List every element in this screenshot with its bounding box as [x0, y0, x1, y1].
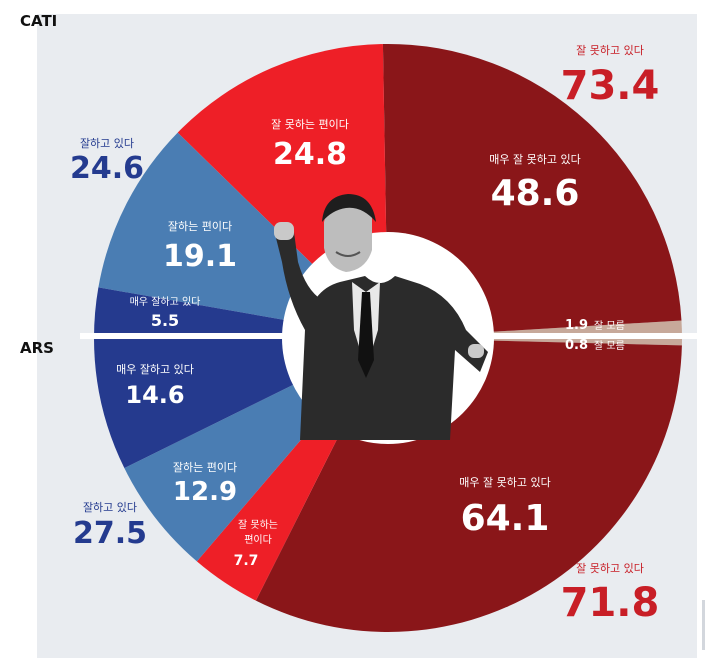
ars-very-good-label: 매우 잘하고 있다	[116, 362, 194, 376]
cati-somewhat-good-label: 잘하는 편이다	[168, 219, 232, 233]
cati-very-bad-value: 48.6	[491, 173, 580, 214]
cati-very-good-label: 매우 잘하고 있다	[130, 295, 201, 308]
ars-total-bad-label: 잘 못하고 있다	[576, 561, 644, 575]
ars-total-good-value: 27.5	[73, 516, 147, 551]
ars-somewhat-bad-label-2: 편이다	[244, 534, 272, 546]
ars-somewhat-bad-label-1: 잘 못하는	[238, 518, 278, 531]
cati-total-good-value: 24.6	[70, 151, 144, 186]
cati-very-good-value: 5.5	[151, 311, 179, 330]
cati-unknown-label: 잘 모름	[594, 320, 625, 332]
cati-total-bad-label: 잘 못하고 있다	[576, 43, 644, 57]
ars-somewhat-bad-value: 7.7	[234, 553, 259, 569]
ars-somewhat-good-label: 잘하는 편이다	[173, 460, 237, 474]
ars-very-bad-value: 64.1	[461, 498, 550, 539]
ars-unknown-label: 잘 모름	[594, 340, 625, 352]
cati-label: CATI	[20, 12, 57, 30]
ars-very-good-value: 14.6	[125, 381, 184, 409]
cati-total-good-label: 잘하고 있다	[80, 136, 134, 150]
cati-very-bad-label: 매우 잘 못하고 있다	[489, 152, 580, 166]
cati-unknown-value: 1.9	[565, 318, 588, 333]
cati-total-bad-value: 73.4	[561, 63, 660, 109]
credit-mark	[702, 600, 705, 650]
cati-somewhat-bad-value: 24.8	[273, 137, 347, 172]
ars-unknown-value: 0.8	[565, 338, 588, 353]
cati-somewhat-good-value: 19.1	[163, 239, 237, 274]
ars-total-good-label: 잘하고 있다	[83, 500, 137, 514]
ars-very-bad-label: 매우 잘 못하고 있다	[459, 475, 550, 489]
ars-total-bad-value: 71.8	[561, 580, 660, 626]
cati-somewhat-bad-label: 잘 못하는 편이다	[271, 117, 349, 131]
ars-somewhat-good-value: 12.9	[173, 477, 237, 507]
ars-label: ARS	[20, 339, 54, 357]
person-photo	[274, 194, 488, 440]
